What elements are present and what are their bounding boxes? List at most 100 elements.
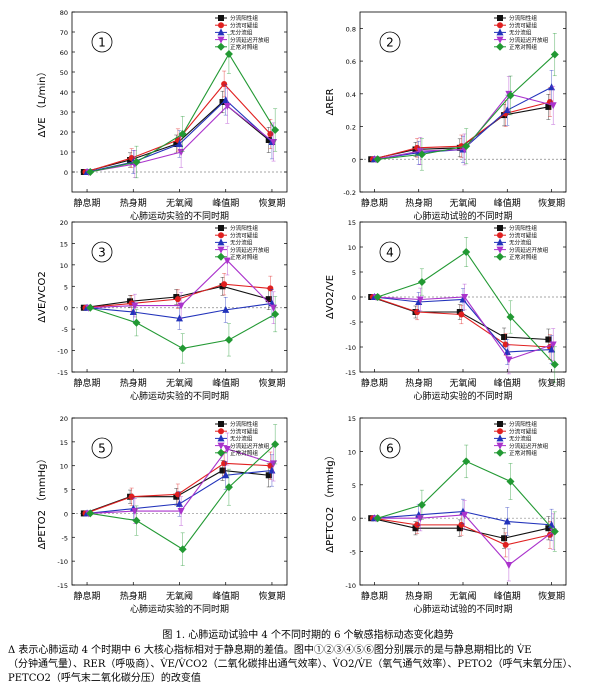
data-point [219,99,226,105]
y-tick-label: 15 [60,240,68,248]
data-point [462,142,471,151]
legend-swatch-marker [496,448,504,457]
data-point [505,356,513,364]
y-tick-label: 10 [348,244,356,252]
data-point [458,521,465,528]
chart-panel-4: -15 -10 -5 0 5 10 15 静息期 热身期 无氧阈 峰值期 恢复期心肺运动实验的不同时期… [325,219,567,402]
legend-swatch-marker [218,22,224,29]
y-tick-label: 15 [348,219,356,227]
legend-label: 分流延迟开放组 [230,36,270,44]
legend-label: 分流可疑组 [509,231,537,239]
x-tick-label: 无氧阈 [166,197,193,209]
panel-number: 1 [98,36,106,50]
y-tick-label: 0.8 [346,25,356,33]
legend-label: 正常对照组 [230,253,258,261]
panel-number-circle [379,31,401,53]
panel-number: 2 [386,36,394,50]
legend-label: 正常对照组 [509,43,537,51]
panel-number-circle [91,241,113,263]
x-axis-title: 心肺运动实验的不同时期 [130,390,229,402]
y-tick-label: 15 [348,415,356,423]
legend-label: 无分流组 [230,29,253,37]
data-point [224,483,233,492]
data-point [271,440,280,449]
data-point [267,131,274,137]
x-tick-label: 峰值期 [212,377,239,389]
y-tick-label: 0.6 [346,58,356,66]
x-tick-label: 热身期 [405,377,432,389]
legend-label: 分流延迟开放组 [509,442,549,450]
data-point [265,137,272,143]
y-tick-label: -15 [57,369,68,377]
data-point [265,472,272,479]
y-tick-label: 10 [60,262,68,270]
data-point [417,500,426,509]
y-tick-label: 0.4 [346,91,356,99]
legend-swatch-marker [218,428,224,435]
data-point [132,158,141,166]
x-tick-label: 静息期 [74,377,101,389]
y-axis-title: ΔPETO2 （mmHg） [36,453,48,549]
data-point [373,514,382,523]
legend-label: 分流阳性组 [230,14,258,22]
panel-number-circle [379,437,401,459]
data-point [86,168,95,176]
y-tick-label: 5 [352,269,356,277]
y-tick-label: 0 [352,156,356,164]
data-point [173,141,180,147]
y-tick-label: 5 [352,482,356,490]
legend-label: 正常对照组 [509,449,537,457]
y-tick-label: 10 [348,448,356,456]
legend-swatch-marker [217,42,225,51]
x-tick-label: 恢复期 [258,197,285,209]
legend-swatch-marker [497,428,503,435]
y-tick-label: -5 [62,326,68,334]
y-axis-title: ΔVE/VCO2 [37,271,48,322]
data-point [414,521,421,528]
data-point [267,285,274,292]
x-tick-label: 静息期 [74,590,101,602]
y-tick-label: 30 [60,109,68,117]
y-axis-title: ΔRER [325,88,336,115]
y-tick-label: 70 [60,29,68,37]
y-tick-label: 0.2 [346,124,356,132]
y-tick-label: 0 [64,169,68,177]
data-point [222,471,230,479]
y-tick-label: 80 [60,9,68,17]
data-point [461,294,469,301]
x-tick-label: 热身期 [120,590,147,602]
data-point [128,493,135,500]
legend-label: 正常对照组 [230,43,258,51]
x-tick-label: 无氧阈 [449,590,476,602]
data-point [501,535,508,542]
data-point [503,517,511,525]
y-tick-label: 20 [60,219,68,227]
y-tick-label: 60 [60,49,68,57]
x-tick-label: 恢复期 [258,590,285,602]
legend-swatch-marker [218,225,224,231]
legend-label: 无分流组 [230,239,253,247]
data-point [373,293,382,301]
legend-swatch-marker [496,42,504,51]
y-tick-label: -0.2 [343,189,356,197]
y-tick-label: -10 [57,558,68,566]
y-tick-label: 15 [60,439,68,447]
legend-label: 分流可疑组 [509,427,537,435]
x-tick-label: 热身期 [120,377,147,389]
x-tick-label: 无氧阈 [449,377,476,389]
data-point [271,310,280,319]
y-tick-label: 0 [64,305,68,313]
panel-number-circle [379,241,401,263]
legend-label: 无分流组 [509,239,532,247]
y-tick-label: 0 [352,294,356,302]
data-point [456,525,463,532]
legend-label: 正常对照组 [230,449,258,457]
panel-number: 5 [98,442,106,456]
x-axis-title: 心肺运动实验的不同时期 [130,210,229,222]
y-tick-label: 10 [60,463,68,471]
data-point [132,318,141,327]
x-tick-label: 无氧阈 [166,377,193,389]
panel-number: 4 [386,246,394,260]
data-point [224,50,233,58]
